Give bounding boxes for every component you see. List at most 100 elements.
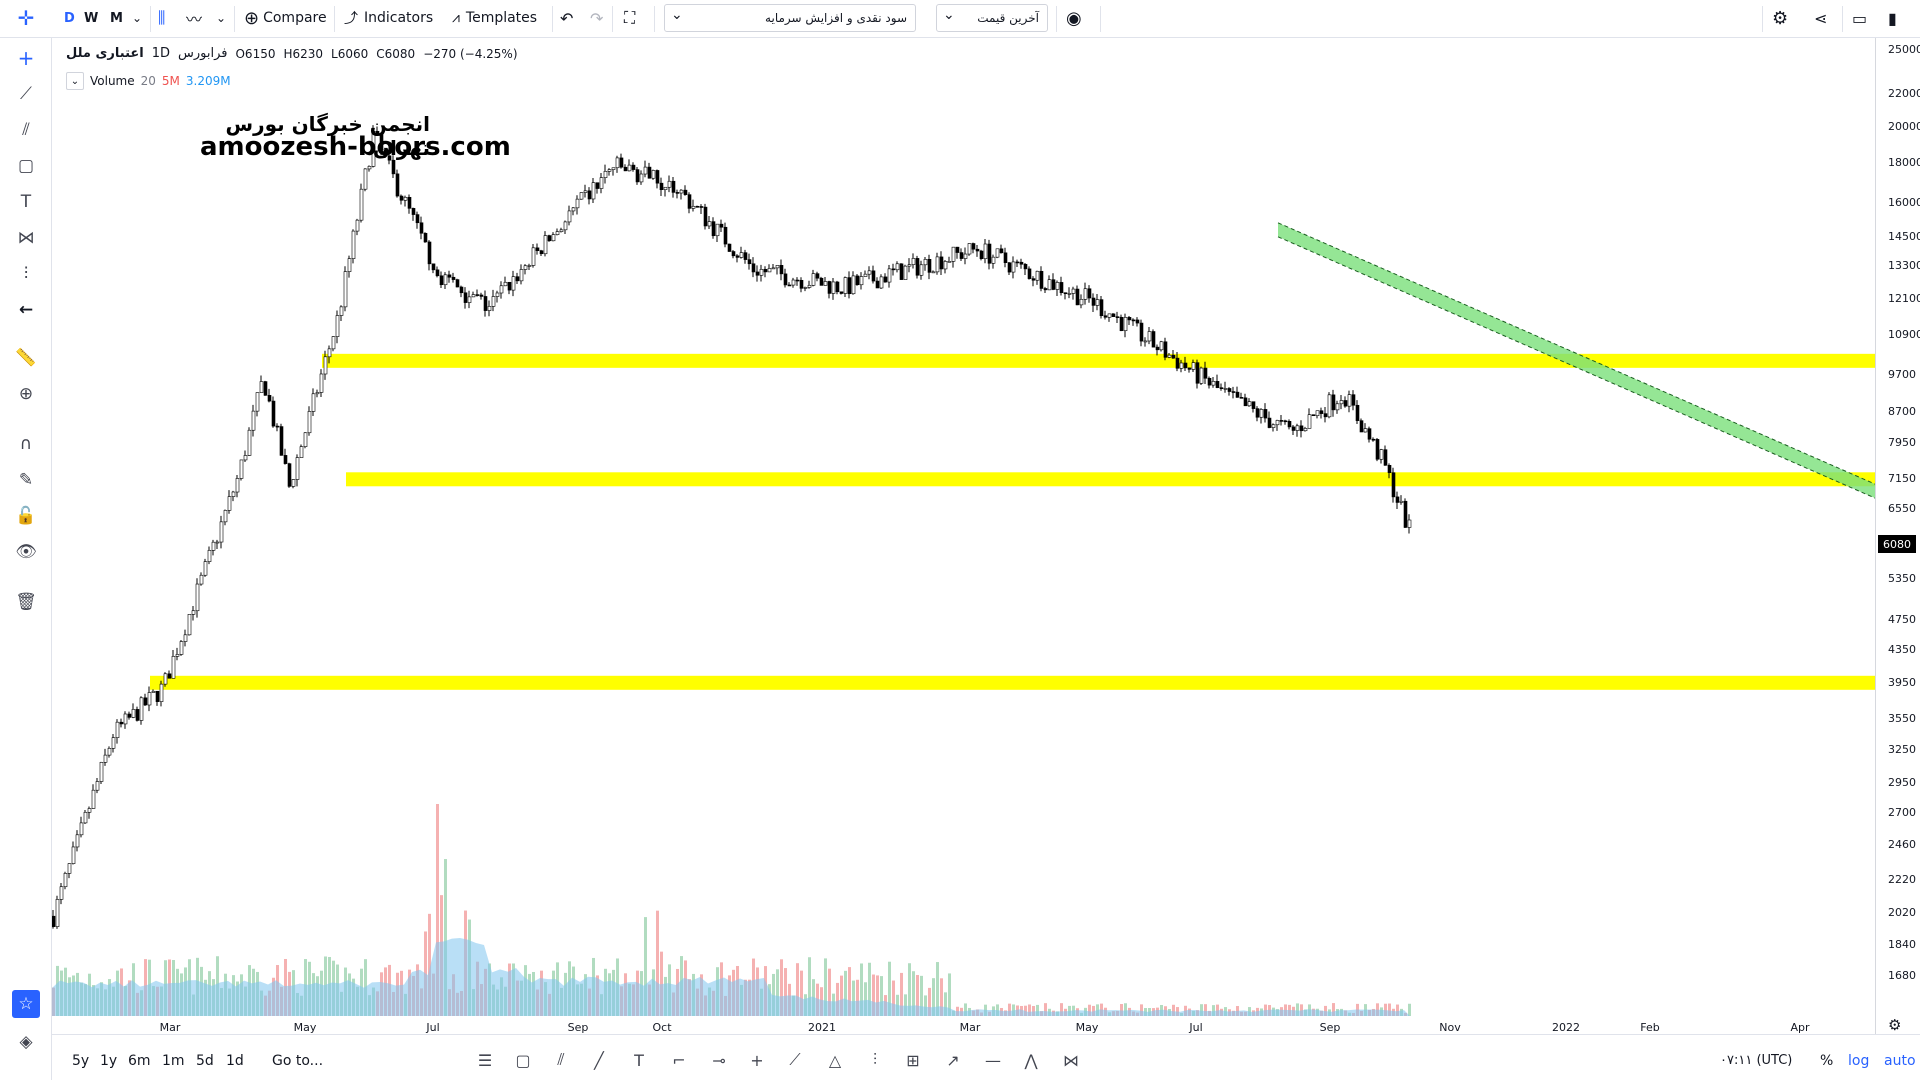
candle-body (1147, 331, 1152, 342)
ruler-icon[interactable]: 📏 (15, 348, 37, 368)
candle-body (223, 510, 228, 523)
legend-interval: 1D (151, 46, 170, 61)
volume-bar (780, 959, 783, 1016)
undo-icon[interactable]: ↶ (560, 8, 574, 28)
candle-body (1263, 409, 1268, 419)
y-tick-label: 4350 (1888, 642, 1916, 656)
screenshot-icon[interactable]: ▭ (1852, 8, 1868, 28)
redo-icon[interactable]: ↷ (590, 8, 604, 28)
support-zone[interactable] (322, 353, 1876, 368)
share-icon[interactable]: ⋖ (1814, 8, 1828, 28)
triangle-tool-icon[interactable]: △ (828, 1050, 842, 1070)
volume-bar (944, 992, 947, 1016)
zoom-in-icon[interactable]: ⊕ (18, 384, 34, 404)
interval-week[interactable]: W (84, 10, 99, 26)
templates-button[interactable]: ⩘ Templates (452, 4, 537, 32)
axis-settings-icon[interactable]: ⚙ (1888, 1016, 1902, 1034)
favorites-icon[interactable]: ☆ (12, 990, 40, 1018)
crosshair-icon[interactable]: ✛ (17, 6, 35, 30)
candle-body (239, 459, 244, 479)
measure-tool-icon[interactable]: ⊞ (906, 1050, 920, 1070)
line-tool-icon[interactable]: ╱ (594, 1050, 604, 1070)
text-tool-icon[interactable]: T (634, 1050, 644, 1070)
horizontal-ray-icon[interactable]: ⊸ (712, 1050, 726, 1070)
trend-channel-lower[interactable] (1277, 236, 1876, 499)
range-1d[interactable]: 1d (226, 1053, 244, 1069)
rectangle-tool-icon[interactable]: ▢ (515, 1050, 531, 1070)
price-chart[interactable] (52, 38, 1876, 1034)
interval-day[interactable]: D (64, 10, 75, 26)
interval-month[interactable]: M (110, 10, 123, 26)
line-chart-icon[interactable]: 〰 (186, 10, 203, 29)
candle-body (907, 264, 912, 267)
range-5d[interactable]: 5d (196, 1053, 214, 1069)
rectangle-icon[interactable]: ▢ (17, 156, 35, 176)
range-5y[interactable]: 5y (72, 1053, 90, 1069)
fib-tool-icon[interactable]: ⫶ (872, 1050, 877, 1069)
trash-icon[interactable]: ▮ (1888, 8, 1897, 28)
elliott-wave-icon[interactable]: ⋀ (1024, 1050, 1038, 1070)
goto-button[interactable]: Go to... (272, 1053, 324, 1069)
candles-icon[interactable]: ⫼ (158, 8, 166, 27)
lock-icon[interactable]: 🔓 (15, 506, 37, 526)
candle-body (379, 134, 384, 151)
pitchfork-icon[interactable]: ⫽ (22, 120, 30, 140)
layers-icon[interactable]: ◈ (19, 1032, 33, 1052)
horizontal-lines-icon[interactable]: ☰ (477, 1050, 493, 1070)
magnet-icon[interactable]: ∩ (19, 434, 33, 454)
ray-tool-icon[interactable]: ⟋ (789, 1050, 801, 1069)
pattern-icon[interactable]: ⋈ (17, 228, 35, 248)
volume-bar (1408, 1003, 1411, 1016)
indicators-button[interactable]: ⤴ Indicators (344, 4, 433, 32)
volume-bar (436, 804, 439, 1016)
candle-body (319, 373, 324, 393)
arrow-tool-icon[interactable]: ↗ (946, 1050, 960, 1070)
support-zone[interactable] (150, 675, 1876, 690)
volume-bar (1120, 1004, 1123, 1016)
candle-body (1307, 414, 1312, 429)
volume-label: Volume (90, 74, 135, 88)
cursor-icon[interactable]: + (17, 46, 35, 70)
range-1m[interactable]: 1m (162, 1053, 185, 1069)
collapse-legend-icon[interactable]: ⌄ (66, 72, 84, 90)
abc-pattern-icon[interactable]: ⋈ (1063, 1050, 1079, 1070)
chevron-down-icon[interactable]: ⌄ (216, 11, 227, 25)
price-dropdown[interactable]: ⌄ آخرین قیمت (936, 4, 1048, 32)
candle-body (923, 259, 928, 266)
prediction-icon[interactable]: ⫶ (23, 264, 29, 284)
segment-tool-icon[interactable]: — (985, 1050, 1001, 1070)
eye-icon[interactable]: ◉ (1066, 7, 1082, 29)
timezone-label[interactable]: ۰۷:۱۱ (UTC) (1720, 1053, 1793, 1068)
chevron-down-icon[interactable]: ⌄ (132, 11, 143, 25)
candle-body (839, 291, 844, 294)
candle-body (1019, 261, 1024, 265)
trend-line-icon[interactable]: ⟋ (20, 84, 32, 104)
y-tick-label: 20000 (1888, 119, 1920, 133)
trend-channel-upper[interactable] (1277, 222, 1876, 485)
visibility-icon[interactable]: 👁 (15, 542, 37, 562)
cross-line-icon[interactable]: + (750, 1050, 764, 1070)
study-dropdown[interactable]: ⌄ سود نقدی و افزایش سرمایه (664, 4, 916, 32)
callout-tool-icon[interactable]: ⌐ (672, 1050, 686, 1070)
percent-toggle[interactable]: % (1820, 1053, 1834, 1069)
support-zone[interactable] (346, 472, 1876, 487)
settings-icon[interactable]: ⚙ (1772, 7, 1789, 29)
auto-toggle[interactable]: auto (1884, 1053, 1916, 1069)
range-1y[interactable]: 1y (100, 1053, 118, 1069)
symbol-name[interactable]: اعتباری ملل (66, 46, 144, 61)
compare-button[interactable]: ⊕ Compare (244, 4, 327, 32)
text-icon[interactable]: T (20, 192, 32, 212)
candle-body (823, 281, 828, 286)
lock-drawing-icon[interactable]: ✎ (18, 470, 34, 490)
candle-body (423, 232, 428, 243)
log-toggle[interactable]: log (1848, 1053, 1870, 1069)
trend-channel[interactable] (1278, 222, 1876, 499)
candle-body (527, 265, 532, 267)
range-6m[interactable]: 6m (128, 1053, 151, 1069)
remove-drawings-icon[interactable]: 🗑 (15, 592, 37, 612)
x-tick-label: Sep (567, 1021, 589, 1034)
fullscreen-icon[interactable]: ⛶ (624, 8, 636, 27)
volume-bar (904, 994, 907, 1016)
arrow-left-icon[interactable]: ← (18, 300, 34, 320)
channel-tool-icon[interactable]: ⫽ (557, 1050, 565, 1069)
